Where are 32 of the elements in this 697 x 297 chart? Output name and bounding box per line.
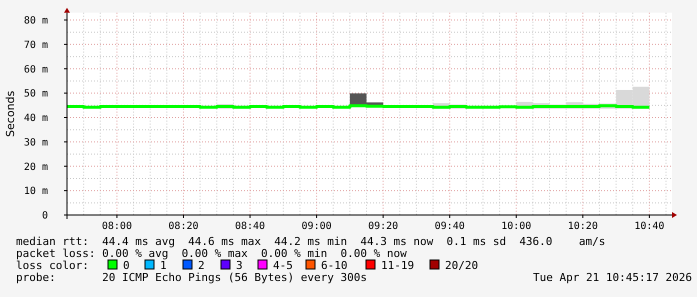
y-tick-label: 50 m xyxy=(24,88,48,100)
text: Tue Apr 21 10:45:17 2026 xyxy=(533,271,692,284)
x-tick-label: 09:00 xyxy=(302,221,332,232)
x-tick-label: 08:40 xyxy=(234,221,266,232)
legend-label: 3 xyxy=(236,259,243,272)
y-tick-label: 40 m xyxy=(24,113,48,124)
legend-label: 20/20 xyxy=(445,259,478,272)
text: median rtt: 44.4 ms avg 44.6 ms max 44.2 ms min 44.3 ms now 0.1 ms sd 436.0 am/s xyxy=(16,235,606,248)
x-tick-label: 08:20 xyxy=(168,221,199,232)
x-tick-label: 10:20 xyxy=(568,221,598,232)
legend-label: 6-10 xyxy=(321,259,348,272)
y-tick-label: 30 m xyxy=(24,137,48,148)
legend-title: loss color: xyxy=(16,259,89,272)
x-tick-label: 09:40 xyxy=(434,221,465,232)
legend-label: 11-19 xyxy=(381,259,414,272)
y-tick-label: 0 xyxy=(42,210,48,222)
text: packet loss: 0.00 % avg 0.00 % max 0.00 % min 0.00 % now xyxy=(16,247,408,260)
text: probe: 20 ICMP Echo Pings (56 Bytes) every 300s xyxy=(16,271,367,284)
y-tick-label: 60 m xyxy=(24,64,48,76)
y-axis-title: Seconds xyxy=(4,90,17,137)
legend-label: 0 xyxy=(123,259,130,272)
x-tick-label: 10:40 xyxy=(634,221,664,232)
y-tick-label: 80 m xyxy=(24,16,48,26)
x-tick-label: 08:00 xyxy=(102,221,132,232)
legend-label: 4-5 xyxy=(273,259,293,272)
y-tick-label: 20 m xyxy=(24,162,48,173)
legend-label: 1 xyxy=(160,259,167,272)
x-tick-label: 10:00 xyxy=(501,221,532,232)
y-tick-label: 70 m xyxy=(24,40,48,51)
y-tick-label: 10 m xyxy=(24,186,48,198)
x-tick-label: 09:20 xyxy=(368,221,398,232)
legend-label: 2 xyxy=(198,259,205,272)
